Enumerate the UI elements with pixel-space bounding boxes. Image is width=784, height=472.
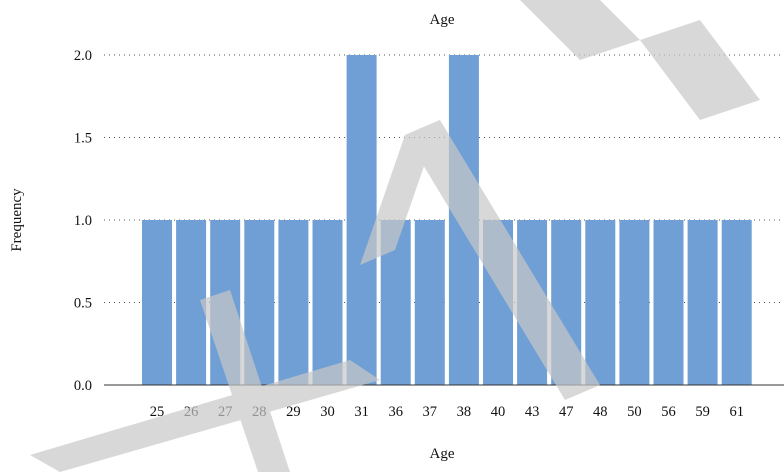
bar-50 [619,220,650,385]
x-tick-label: 43 [525,404,540,420]
x-tick-label: 50 [627,404,642,420]
y-tick-label: 1.0 [74,213,92,229]
bar-37 [414,220,445,385]
x-axis-label: Age [430,446,455,462]
bar-31 [346,55,377,385]
watermark [30,0,760,472]
y-tick-label: 0.5 [74,296,92,312]
x-tick-label: 30 [320,404,335,420]
bar-48 [585,220,616,385]
x-tick-label: 36 [388,404,403,420]
x-tick-label: 37 [423,404,438,420]
x-tick-label: 31 [354,404,369,420]
x-tick-label: 56 [661,404,676,420]
bar-29 [278,220,309,385]
x-tick-label: 38 [457,404,472,420]
x-tick-label: 48 [593,404,608,420]
bar-59 [687,220,718,385]
bar-25 [142,220,172,385]
x-tick-label: 47 [559,404,574,420]
x-tick-label: 59 [695,404,710,420]
x-tick-label: 40 [491,404,506,420]
x-tick-label: 61 [729,404,744,420]
y-tick-label: 2.0 [74,48,92,64]
bar-30 [312,220,343,385]
chart-title: Age [430,12,455,28]
bar-56 [653,220,684,385]
x-tick-label: 25 [150,404,165,420]
y-tick-label: 0.0 [74,378,92,394]
bar-61 [721,220,752,385]
y-tick-labels: 0.0 0.5 1.0 1.5 2.0 [74,48,92,394]
y-tick-label: 1.5 [74,131,92,147]
x-tick-label: 29 [286,404,301,420]
y-axis-label: Frequency [9,188,25,252]
